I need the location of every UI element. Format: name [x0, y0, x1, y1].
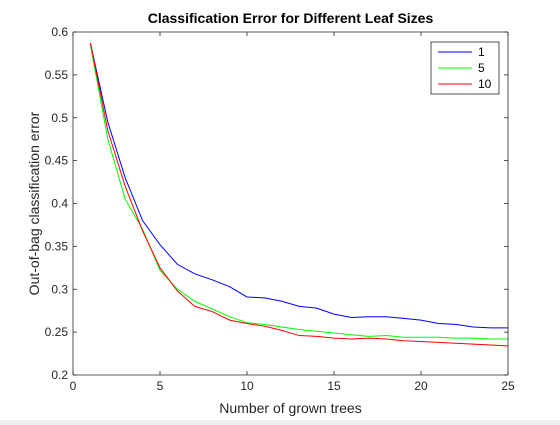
- x-tick-label: 0: [70, 379, 77, 393]
- series-line-5: [89, 44, 508, 340]
- y-tick-label: 0.25: [45, 325, 69, 339]
- x-tick-label: 20: [414, 379, 428, 393]
- y-tick-label: 0.4: [51, 197, 68, 211]
- y-tick-label: 0.2: [51, 368, 68, 382]
- x-tick-label: 10: [240, 379, 254, 393]
- chart-title: Classification Error for Different Leaf …: [148, 10, 434, 26]
- series-line-1: [89, 43, 508, 329]
- y-tick-label: 0.35: [45, 239, 69, 253]
- x-tick-label: 25: [501, 379, 515, 393]
- y-tick-label: 0.45: [45, 154, 69, 168]
- x-tick-label: 15: [327, 379, 341, 393]
- y-axis-label: Out-of-bag classification error: [26, 111, 42, 295]
- x-axis-label: Number of grown trees: [219, 400, 361, 416]
- y-tick-label: 0.5: [51, 111, 68, 125]
- x-tick-label: 5: [157, 379, 164, 393]
- legend-label-1: 1: [478, 45, 485, 59]
- axes-layer: 0 5 10 15 20 250.20.250.30.350.40.450.50.550.…: [45, 25, 515, 393]
- legend-label-5: 5: [478, 61, 485, 75]
- legend-label-10: 10: [478, 77, 492, 91]
- series-layer: [89, 43, 509, 347]
- series-line-10: [89, 43, 509, 347]
- y-tick-label: 0.3: [51, 282, 68, 296]
- y-tick-label: 0.55: [45, 68, 69, 82]
- y-tick-label: 0.6: [51, 25, 68, 39]
